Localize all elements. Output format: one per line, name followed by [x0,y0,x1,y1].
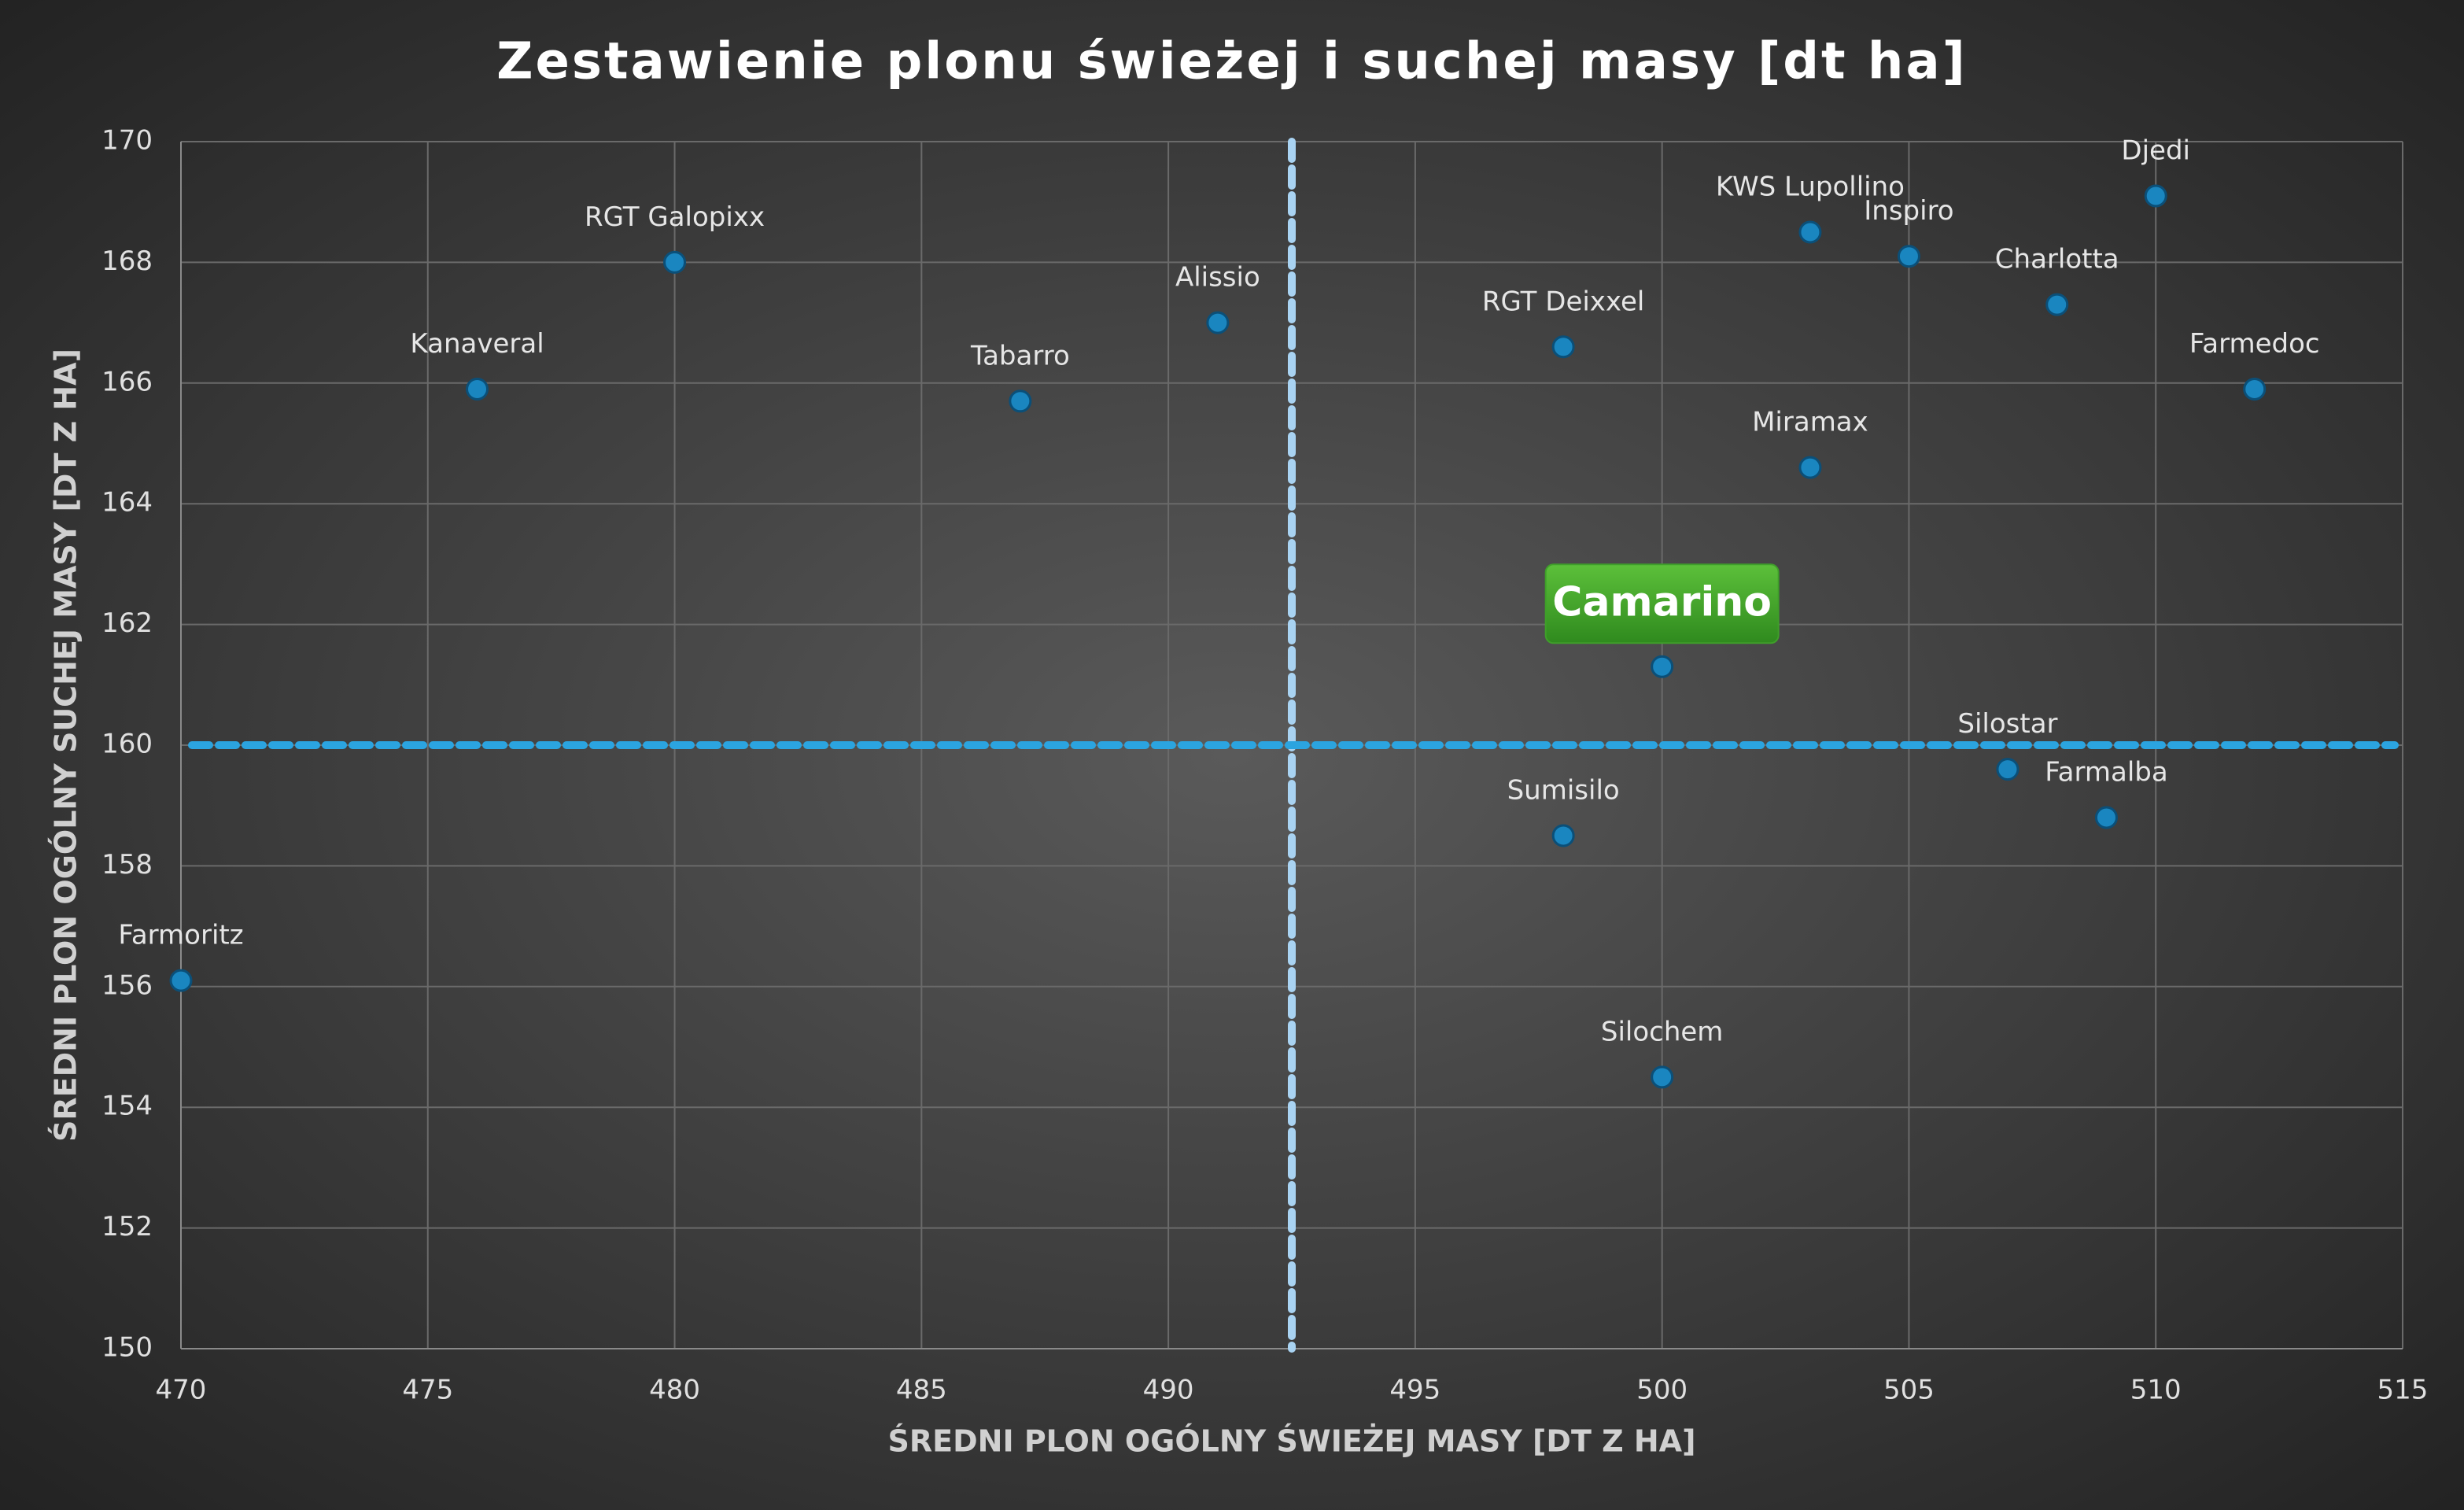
y-axis-title: ŚREDNI PLON OGÓLNY SUCHEJ MASY [DT Z HA] [49,349,83,1142]
x-tick-label: 495 [1389,1375,1440,1406]
point-label: Kanaveral [410,328,544,360]
point-label: Miramax [1752,407,1868,438]
data-point [1551,335,1575,359]
y-tick-label: 152 [101,1211,153,1242]
point-label: Charlotta [1995,244,2119,275]
data-point [1651,1065,1674,1089]
data-point [2045,293,2069,316]
point-label: Tabarro [970,340,1070,371]
y-tick-label: 164 [101,487,153,519]
data-point [2094,806,2118,829]
x-tick-label: 500 [1636,1375,1688,1406]
point-label: RGT Deixxel [1482,286,1644,317]
x-tick-label: 480 [649,1375,700,1406]
data-point [1651,655,1674,678]
data-point [1551,824,1575,847]
y-tick-label: 166 [101,366,153,397]
x-tick-label: 490 [1143,1375,1194,1406]
data-point [1996,758,2020,781]
point-label: Djedi [2121,135,2190,167]
x-tick-label: 475 [402,1375,453,1406]
y-tick-label: 158 [101,849,153,881]
point-label: Alissio [1175,262,1260,294]
point-label: Sumisilo [1507,775,1620,807]
point-label: Farmoritz [118,920,243,951]
data-point [169,969,193,992]
y-tick-label: 168 [101,246,153,277]
data-point [1798,220,1822,244]
x-tick-label: 510 [2130,1375,2182,1406]
data-point [663,250,687,274]
y-tick-label: 150 [101,1332,153,1364]
y-tick-label: 170 [101,125,153,157]
data-point [2243,377,2267,401]
x-tick-label: 470 [156,1375,207,1406]
y-tick-label: 156 [101,969,153,1001]
x-tick-label: 515 [2377,1375,2429,1406]
point-label-highlight: Camarino [1552,578,1772,626]
y-tick-label: 160 [101,729,153,760]
point-label: Inspiro [1864,195,1953,227]
point-label: RGT Galopixx [585,201,765,233]
x-tick-label: 505 [1883,1375,1935,1406]
y-tick-label: 154 [101,1091,153,1122]
point-label: Silostar [1957,708,2057,740]
x-tick-label: 485 [896,1375,947,1406]
point-label: Farmalba [2045,757,2167,788]
point-label: Silochem [1601,1016,1724,1047]
y-tick-label: 162 [101,607,153,639]
data-point [1798,456,1822,479]
data-point [2144,184,2167,208]
data-point [1206,311,1230,334]
point-label: KWS Lupollino [1716,172,1905,203]
data-point [1897,245,1920,268]
point-label: Farmedoc [2189,328,2320,360]
highlight-box [1544,563,1780,644]
x-axis-title: ŚREDNI PLON OGÓLNY ŚWIEŻEJ MASY [DT Z HA… [888,1424,1696,1459]
chart-title: Zestawienie plonu świeżej i suchej masy … [496,33,1968,91]
data-point [1009,389,1032,413]
data-point [466,377,489,401]
